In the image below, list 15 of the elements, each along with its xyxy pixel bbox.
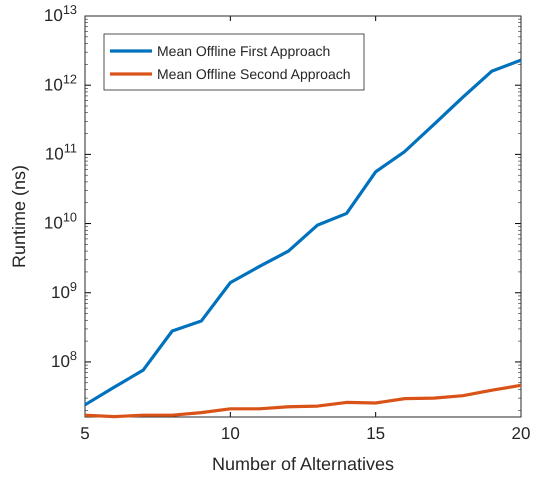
x-tick-label: 15: [366, 424, 386, 444]
x-axis-title: Number of Alternatives: [212, 454, 394, 474]
y-tick-label: 10$^{11}$: [44, 140, 77, 164]
x-tick-label: 10: [220, 424, 240, 444]
legend-label: Mean Offline First Approach: [157, 43, 330, 59]
x-tick-label: 5: [80, 424, 90, 444]
y-tick-label: 10$^{12}$: [44, 70, 77, 94]
x-tick-label: 20: [512, 424, 530, 444]
y-axis-title: Runtime (ns): [9, 164, 29, 268]
y-tick-label: 10$^{13}$: [44, 2, 77, 26]
line-series: [83, 384, 523, 418]
y-tick-label: 10$^{8}$: [50, 348, 77, 372]
y-tick-label: 10$^{10}$: [44, 209, 77, 233]
y-tick-label: 10$^{9}$: [50, 278, 77, 302]
legend-label: Mean Offline Second Approach: [157, 66, 351, 82]
